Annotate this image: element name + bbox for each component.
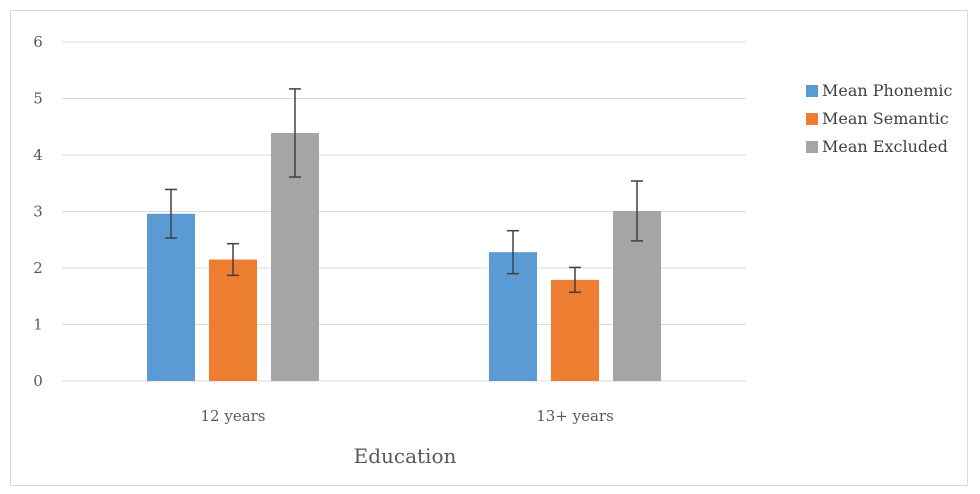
error-bar xyxy=(289,88,301,178)
bars xyxy=(147,132,661,381)
y-tick-label: 2 xyxy=(33,259,43,277)
y-tick-label: 3 xyxy=(33,203,43,221)
x-category-label: 13+ years xyxy=(536,407,614,425)
legend-label: Mean Excluded xyxy=(822,137,948,156)
y-tick-label: 1 xyxy=(33,316,43,334)
error-bar xyxy=(569,266,581,294)
y-tick-label: 0 xyxy=(33,372,43,390)
error-bar xyxy=(227,242,239,277)
x-category-label: 12 years xyxy=(200,407,265,425)
legend-item: Mean Phonemic xyxy=(806,81,953,100)
error-bar xyxy=(165,188,177,239)
x-axis-categories: 12 years 13+ years xyxy=(200,407,613,425)
bar-mean-semantic xyxy=(551,279,599,381)
legend-swatch xyxy=(806,85,818,97)
x-axis-title: Education xyxy=(354,444,457,468)
bar-mean-semantic xyxy=(209,259,257,381)
legend-swatch xyxy=(806,113,818,125)
bar-mean-phonemic xyxy=(147,213,195,381)
legend-swatch xyxy=(806,141,818,153)
legend-item: Mean Excluded xyxy=(806,137,948,156)
y-tick-label: 6 xyxy=(33,33,43,51)
error-bar xyxy=(631,180,643,242)
legend-label: Mean Phonemic xyxy=(822,81,953,100)
error-bars xyxy=(165,88,643,294)
y-tick-label: 5 xyxy=(33,90,43,108)
legend-label: Mean Semantic xyxy=(822,109,949,128)
legend-item: Mean Semantic xyxy=(806,109,949,128)
error-bar xyxy=(507,229,519,275)
y-tick-label: 4 xyxy=(33,146,43,164)
y-axis-ticks: 0 1 2 3 4 5 6 xyxy=(33,33,43,390)
legend: Mean Phonemic Mean Semantic Mean Excluded xyxy=(806,81,953,156)
